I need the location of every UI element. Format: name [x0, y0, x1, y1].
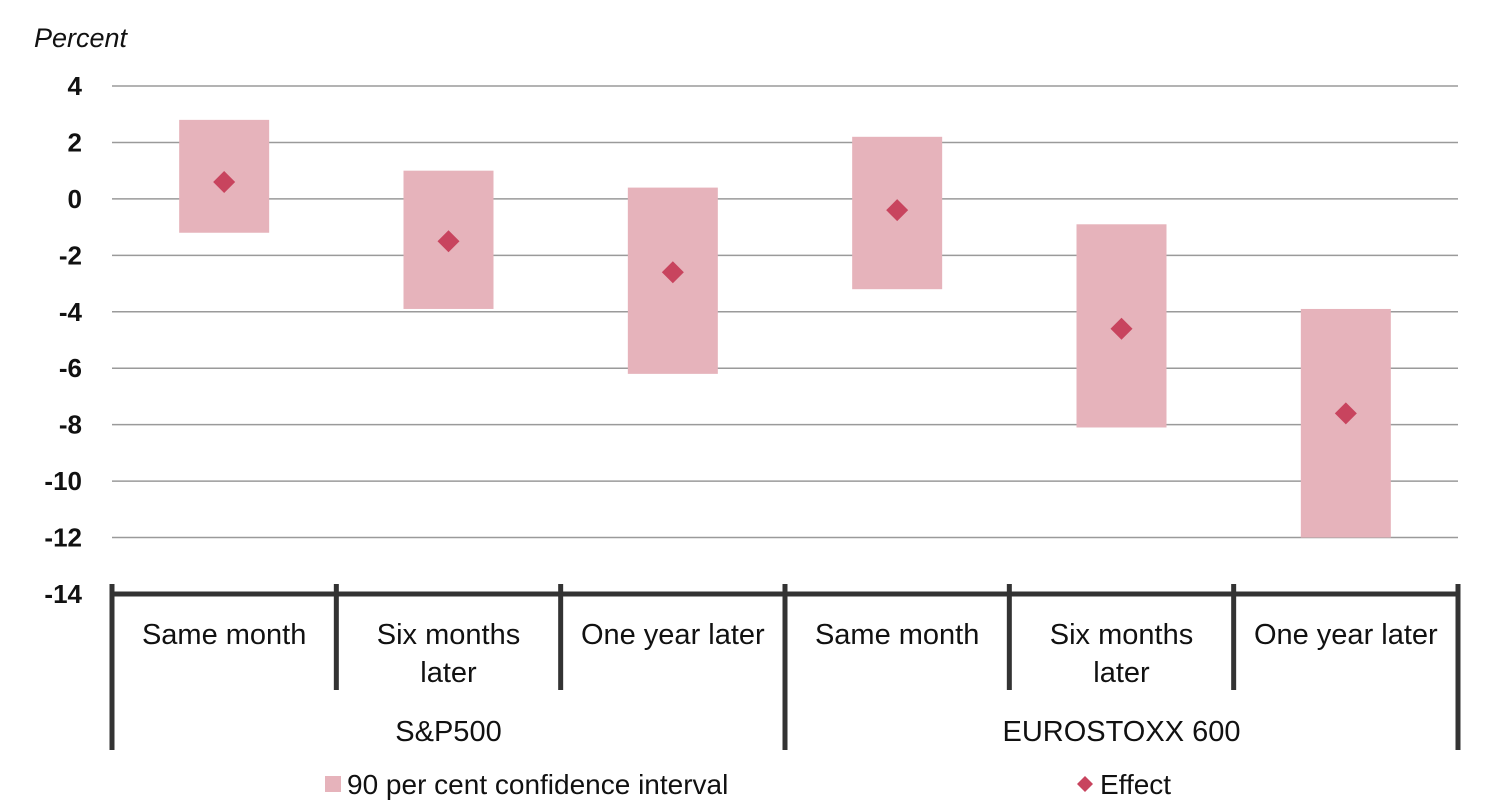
category-label: Same month [142, 619, 306, 651]
legend-swatch-effect [1077, 776, 1093, 792]
group-label: EUROSTOXX 600 [1002, 716, 1240, 748]
group-labels: S&P500 EUROSTOXX 600 [395, 716, 1240, 748]
y-tick-label: -10 [44, 466, 82, 496]
effect-markers [213, 170, 1357, 425]
y-tick-labels: 4 2 0 -2 -4 -6 -8 -10 -12 -14 [44, 71, 82, 609]
legend-label-confidence-interval: 90 per cent confidence interval [347, 769, 728, 800]
effect-marker [437, 230, 460, 253]
effect-marker [1110, 317, 1133, 340]
y-tick-label: -6 [59, 353, 82, 383]
y-tick-label: 4 [68, 71, 83, 101]
y-tick-label: -12 [44, 523, 82, 553]
y-tick-label: -4 [59, 297, 83, 327]
category-label: Six months later [1050, 619, 1193, 689]
category-label: Same month [815, 619, 979, 651]
group-label: S&P500 [395, 716, 501, 748]
category-label: One year later [581, 619, 765, 651]
y-tick-label: -2 [59, 240, 82, 270]
effect-marker [213, 170, 236, 193]
y-tick-label: -14 [44, 579, 82, 609]
category-label: Six months later [377, 619, 520, 689]
gridlines [112, 85, 1458, 539]
effect-marker [886, 199, 909, 222]
y-tick-label: -8 [59, 410, 82, 440]
y-axis-title: Percent [34, 23, 129, 53]
effect-marker [1334, 402, 1357, 425]
effect-marker [661, 261, 684, 284]
y-tick-label: 2 [68, 127, 82, 157]
legend: 90 per cent confidence interval Effect [325, 769, 1171, 800]
x-axis [109, 584, 1461, 750]
legend-label-effect: Effect [1100, 769, 1171, 800]
y-tick-label: 0 [68, 184, 82, 214]
category-labels: Same month Six months later One year later S… [142, 619, 1438, 689]
category-label: One year later [1254, 619, 1438, 651]
legend-swatch-confidence-interval [325, 776, 341, 792]
confidence-interval-bars [179, 119, 1391, 538]
